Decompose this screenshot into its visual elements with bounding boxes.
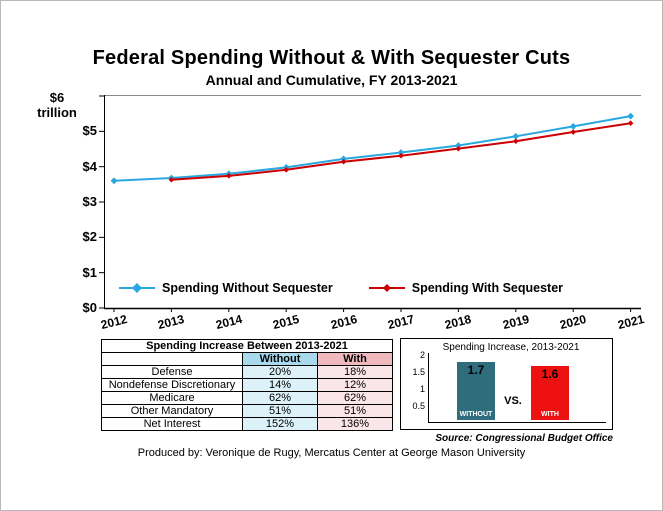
x-tick-label: 2012	[99, 311, 129, 333]
y-axis-unit-text: trillion	[37, 105, 77, 120]
legend-label: Spending With Sequester	[411, 281, 564, 295]
bar-category-label: WITH	[541, 411, 559, 418]
row-label: Net Interest	[101, 417, 243, 431]
line-marker-icon	[368, 284, 405, 292]
row-label: Medicare	[101, 391, 243, 405]
table-row: Net Interest 152% 136%	[101, 417, 393, 431]
table-column-header: Without	[242, 352, 318, 366]
y-tick-label: $1	[82, 264, 97, 280]
row-label: Other Mandatory	[101, 404, 243, 418]
y-tick-label: $3	[82, 194, 97, 209]
row-label: Defense	[101, 365, 243, 379]
x-tick-label: 2016	[328, 311, 359, 333]
table-row: Defense 20% 18%	[101, 365, 393, 379]
legend-item-with-sequester: Spending With Sequester	[368, 281, 564, 295]
line-chart-plot	[99, 95, 641, 312]
row-value: 152%	[242, 417, 318, 431]
legend-label: Spending Without Sequester	[162, 281, 333, 295]
row-value: 136%	[317, 417, 393, 431]
y-tick-label: $2	[82, 229, 97, 245]
table-column-header	[101, 352, 243, 366]
table-header-row: Without With	[101, 352, 393, 366]
x-tick-label: 2014	[214, 311, 244, 333]
table-row: Other Mandatory 51% 51%	[101, 404, 393, 418]
bar-with-sequester: 1.6 WITH	[531, 365, 569, 420]
mini-y-tick-label: 0.5	[412, 401, 425, 411]
chart-title: Federal Spending Without & With Sequeste…	[92, 47, 571, 69]
bar-value-label: 1.6	[541, 366, 559, 381]
table-title-row: Spending Increase Between 2013-2021	[101, 339, 393, 353]
legend-item-without-sequester: Spending Without Sequester	[119, 281, 333, 295]
row-value: 14%	[242, 378, 318, 392]
bar-value-label: 1.7	[467, 363, 485, 378]
vs-label: VS.	[504, 395, 522, 407]
x-tick-label: 2018	[443, 311, 474, 333]
row-value: 51%	[242, 404, 318, 418]
table-row: Medicare 62% 62%	[101, 391, 393, 405]
source-note: Source: Congressional Budget Office	[435, 433, 613, 444]
x-tick-label: 2019	[501, 311, 531, 333]
x-tick-label: 2015	[271, 311, 301, 333]
row-value: 12%	[317, 378, 393, 392]
bar-category-label: WITHOUT	[459, 411, 493, 418]
x-tick-label: 2020	[558, 311, 588, 333]
y-tick-label: $0	[82, 300, 97, 315]
row-value: 62%	[242, 391, 318, 405]
table-row: Nondefense Discretionary 14% 12%	[101, 378, 393, 392]
x-tick-label: 2013	[156, 311, 187, 333]
mini-y-tick-label: 2	[419, 350, 425, 360]
row-value: 51%	[317, 404, 393, 418]
y-axis-unit-label: $6 trillion	[27, 90, 87, 120]
chart-legend: Spending Without Sequester Spending With…	[119, 281, 563, 295]
mini-y-tick-label: 1	[419, 384, 425, 394]
y-tick-label: $4	[82, 158, 97, 174]
credit-line: Produced by: Veronique de Rugy, Mercatus…	[137, 447, 526, 459]
x-tick-label: 2017	[386, 311, 416, 333]
mini-chart-title: Spending Increase, 2013-2021	[442, 342, 580, 353]
mini-y-axis-line	[428, 353, 429, 423]
table-column-header: With	[317, 352, 393, 366]
y-axis-top-tick: $6	[49, 90, 65, 105]
spending-increase-table: Spending Increase Between 2013-2021 With…	[101, 339, 393, 431]
line-marker-icon	[119, 283, 155, 293]
table-title: Spending Increase Between 2013-2021	[101, 339, 393, 353]
y-tick-label: $5	[82, 123, 97, 139]
row-value: 18%	[317, 365, 393, 379]
row-value: 20%	[242, 365, 318, 379]
mini-x-axis-line	[428, 422, 606, 423]
row-value: 62%	[317, 391, 393, 405]
row-label: Nondefense Discretionary	[101, 378, 243, 392]
mini-bar-chart-panel: Spending Increase, 2013-2021 2 1.5 1 0.5 1.…	[400, 338, 613, 430]
x-tick-label: 2021	[615, 311, 646, 333]
chart-subtitle: Annual and Cumulative, FY 2013-2021	[205, 72, 458, 88]
mini-y-tick-label: 1.5	[412, 367, 425, 377]
bar-without-sequester: 1.7 WITHOUT	[457, 362, 495, 420]
